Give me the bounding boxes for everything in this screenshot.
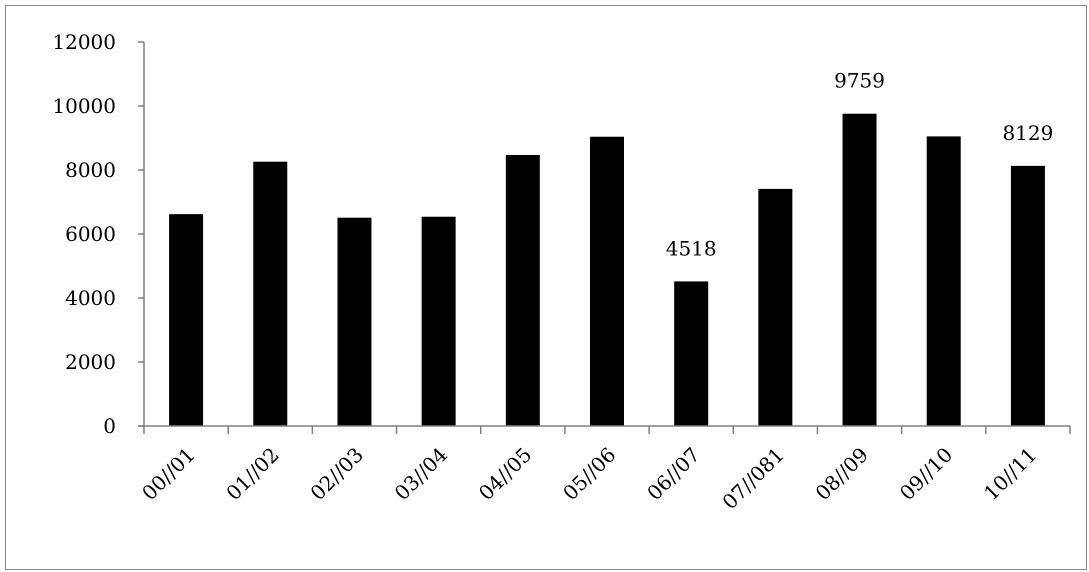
- y-tick-label: 12000: [52, 30, 116, 54]
- y-axis-ticks: 0 2000 4000 6000 8000 10000 12000: [52, 30, 144, 438]
- x-tick-label: 05//06: [558, 443, 620, 505]
- data-label: 8129: [1002, 121, 1053, 145]
- y-tick-label: 4000: [65, 286, 116, 310]
- x-tick-label: 00//01: [137, 443, 199, 505]
- data-labels: 4518 9759 8129: [666, 69, 1054, 261]
- bar-09-10: [926, 136, 961, 426]
- x-tick-label: 03//04: [390, 443, 452, 505]
- bar-10-11: [1010, 165, 1045, 426]
- bar-08-09: [842, 113, 877, 426]
- y-tick-label: 10000: [52, 94, 116, 118]
- y-tick-label: 0: [103, 414, 116, 438]
- x-tick-label: 06//07: [642, 443, 704, 505]
- bar-05-06: [590, 136, 624, 426]
- x-tick-label: 07//081: [717, 443, 788, 514]
- x-tick-label: 08//09: [811, 443, 873, 505]
- bar-04-05: [505, 154, 540, 426]
- bar-03-04: [421, 216, 456, 426]
- x-tick-label: 04//05: [474, 443, 536, 505]
- x-tick-label: 01//02: [221, 443, 283, 505]
- bar-00-01: [169, 214, 204, 426]
- data-label: 4518: [666, 236, 717, 260]
- axes: [138, 42, 1071, 434]
- y-tick-label: 8000: [65, 158, 116, 182]
- bar-06-07: [674, 281, 709, 426]
- y-tick-label: 2000: [65, 350, 116, 374]
- bar-chart: 0 2000 4000 6000 8000 10000 12000 4518 9759 8129…: [52, 30, 1071, 514]
- bar-02-03: [337, 217, 372, 426]
- bars: [169, 113, 1045, 426]
- x-tick-label: 02//03: [305, 443, 367, 505]
- y-tick-label: 6000: [65, 222, 116, 246]
- category-labels: 00//01 01//02 02//03 03//04 04//05 05//06 06//…: [137, 443, 1041, 514]
- x-tick-label: 09//10: [895, 443, 957, 505]
- bar-01-02: [253, 161, 288, 426]
- x-tick-label: 10//11: [979, 443, 1041, 505]
- bar-07-081: [758, 188, 793, 426]
- chart-frame: 0 2000 4000 6000 8000 10000 12000 4518 9759 8129…: [5, 5, 1087, 570]
- data-label: 9759: [834, 69, 885, 93]
